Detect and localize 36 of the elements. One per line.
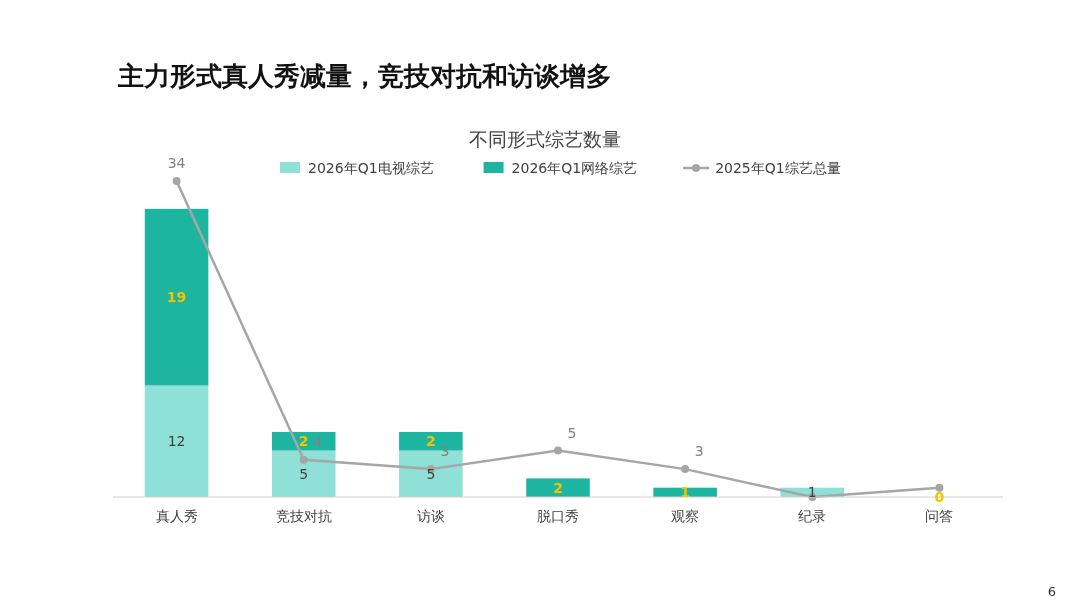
data-label: 2 [553, 479, 563, 496]
bar [144, 208, 209, 386]
data-label: 5 [567, 424, 577, 441]
data-label: 3 [694, 443, 704, 460]
x-tick-label: 真人秀 [155, 508, 198, 524]
text: 不同形式综艺数量 [469, 128, 621, 150]
legend-label: 2026年Q1电视综艺 [308, 160, 434, 176]
data-label: 5 [426, 465, 436, 482]
data-label: 34 [167, 155, 186, 171]
data-label: 5 [299, 465, 309, 482]
text: 主力形式真人秀减量，竞技对抗和访谈增多 [117, 61, 612, 91]
bar [144, 385, 209, 497]
x-tick-label: 竞技对抗 [275, 508, 332, 524]
legend-label: 2026年Q1网络综艺 [511, 160, 638, 176]
x-tick-label: 观察 [671, 508, 700, 524]
data-label: 1 [680, 484, 691, 501]
data-label: 2 [298, 433, 309, 450]
bar [271, 450, 336, 497]
legend-label: 2025年Q1综艺总量 [715, 160, 841, 176]
data-label: 2 [425, 433, 436, 450]
point [172, 177, 181, 185]
data-label: 4 [313, 433, 323, 450]
point [935, 483, 944, 492]
x-tick-label: 访谈 [416, 508, 445, 524]
x-tick-label: 问答 [925, 508, 954, 524]
bar [526, 478, 590, 497]
x-tick-label: 纪录 [798, 508, 827, 524]
point [299, 455, 308, 464]
data-label: 12 [167, 433, 186, 450]
data-label: 1 [807, 484, 817, 501]
text: 6 [1047, 584, 1056, 599]
data-label: 19 [166, 289, 187, 306]
point [554, 446, 562, 455]
x-tick-label: 脱口秀 [537, 508, 579, 524]
point [681, 465, 690, 474]
data-label: 0 [934, 489, 945, 505]
